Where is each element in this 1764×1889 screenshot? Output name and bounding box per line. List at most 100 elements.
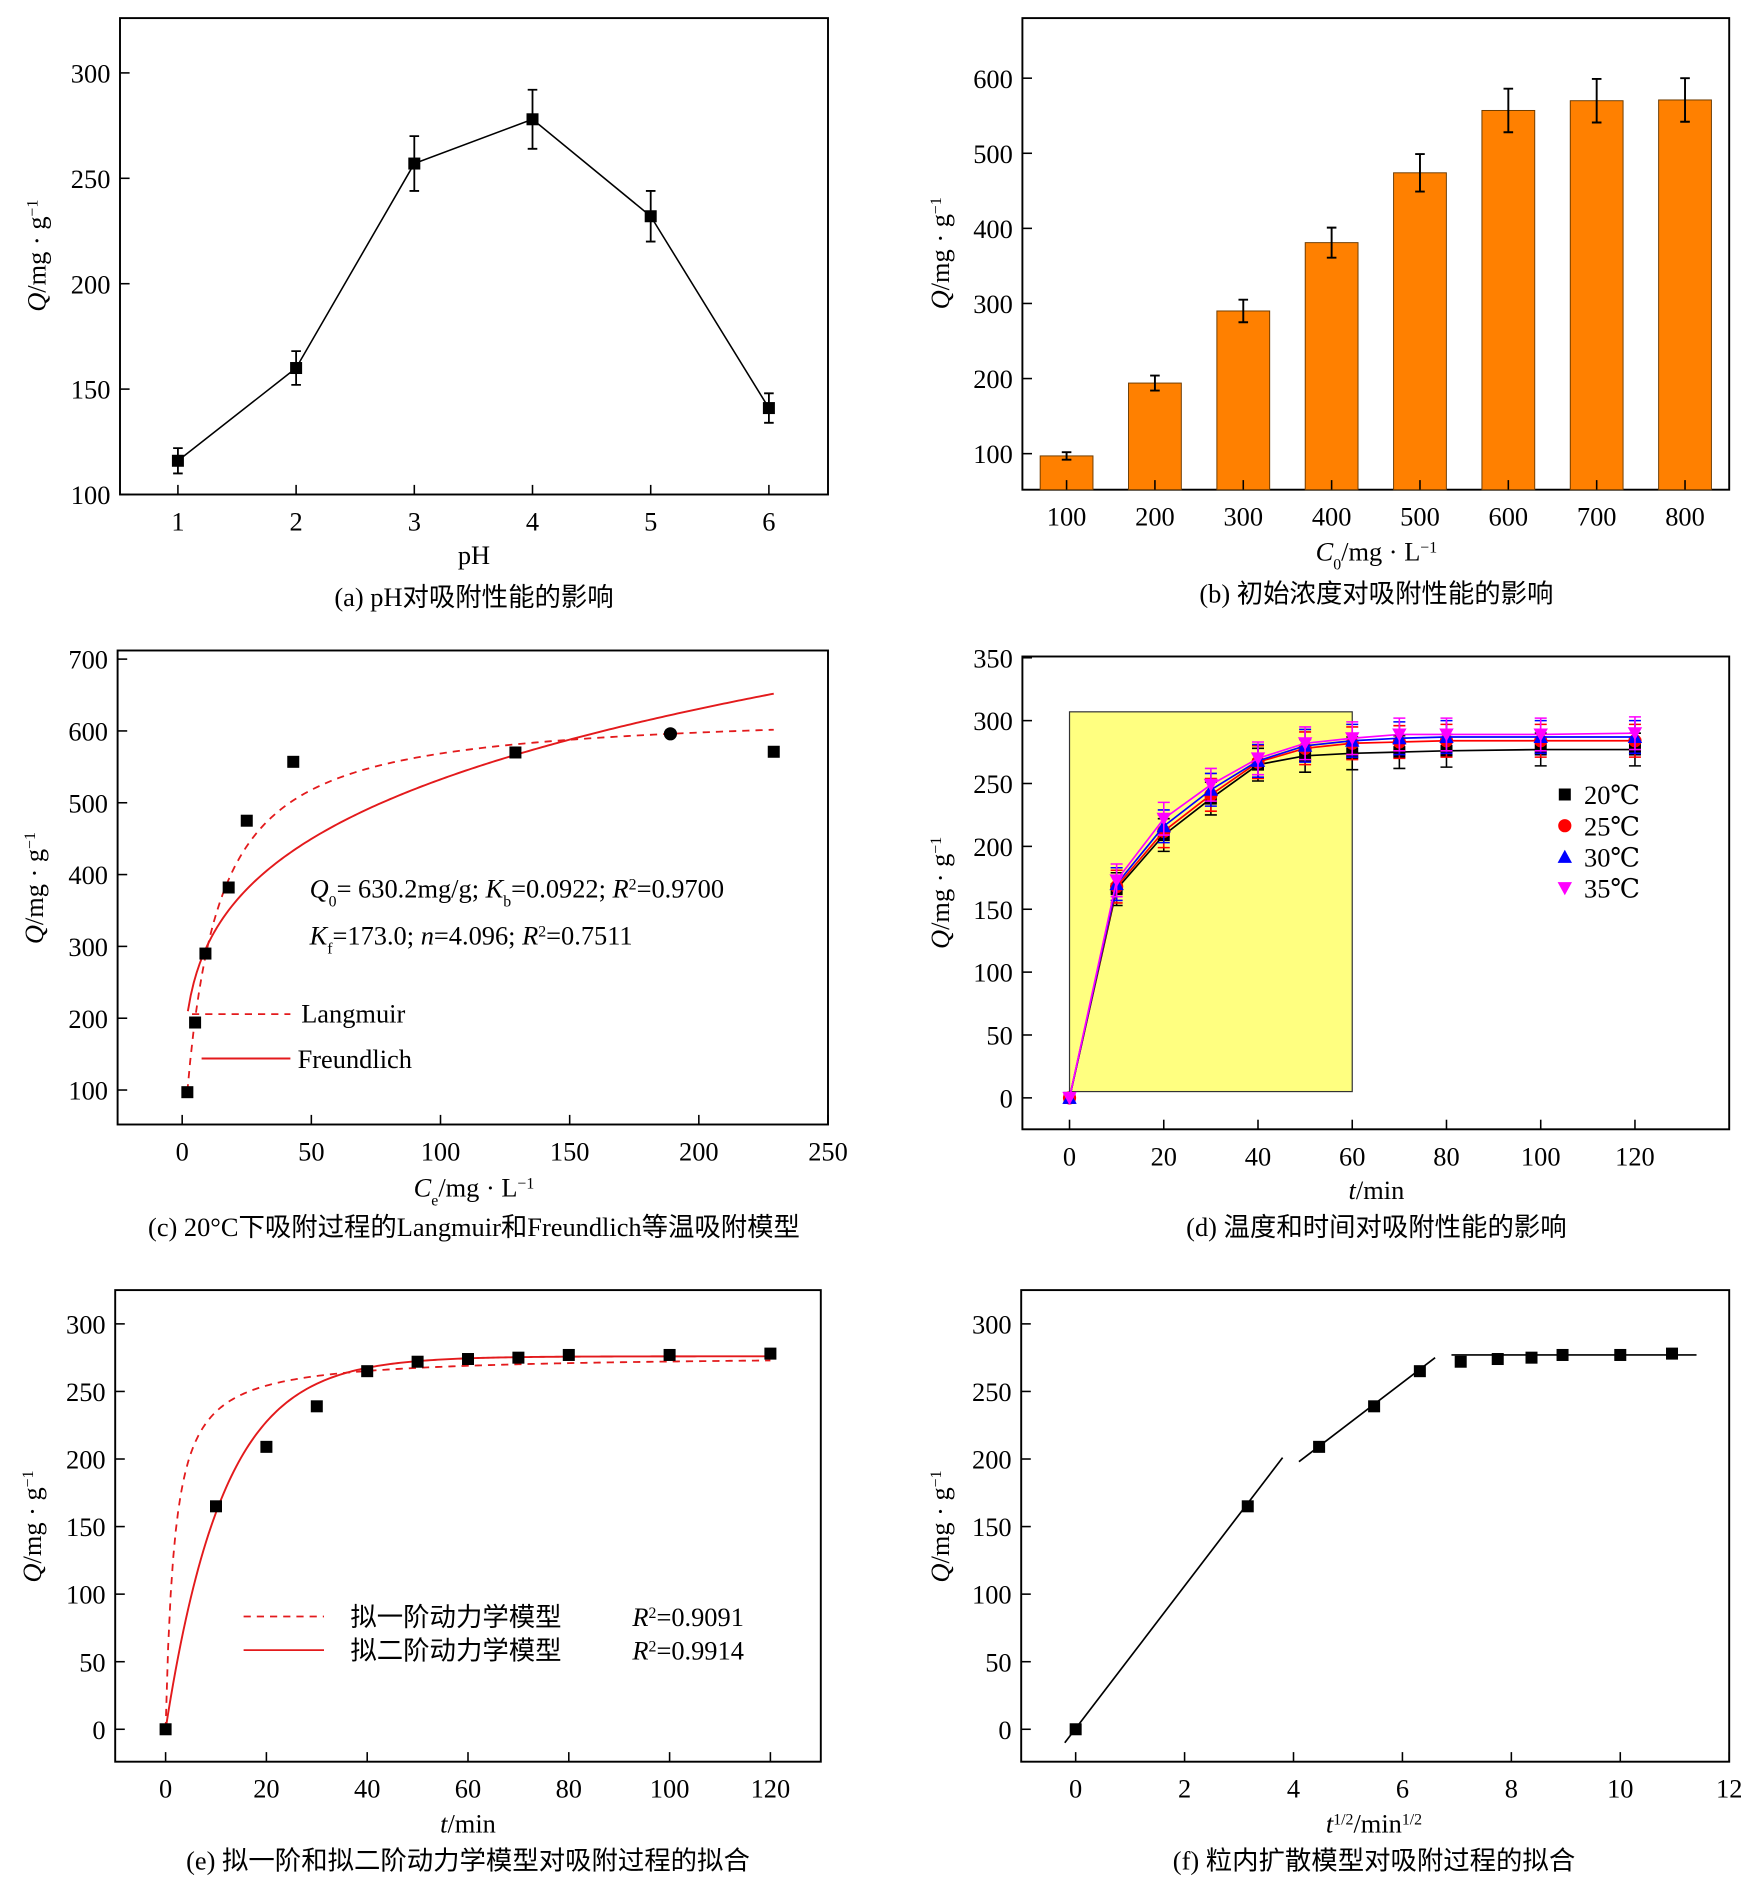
y-tick-label: 100 [71, 480, 111, 510]
x-tick-label: 50 [298, 1137, 324, 1167]
pseudo-second-order-fit-curve [164, 1355, 771, 1730]
data-point [1392, 728, 1407, 742]
legend-label: 25℃ [1584, 811, 1640, 841]
y-tick-label: 100 [68, 1076, 108, 1106]
x-tick-label: 8 [1505, 1774, 1518, 1804]
legend-r2-part: =0.9091 [656, 1602, 743, 1632]
y-tick-label: 200 [973, 832, 1013, 862]
x-axis-label-part: t [440, 1809, 448, 1839]
data-point [1413, 1365, 1426, 1378]
figure-caption: (f) 粒内扩散模型对吸附过程的拟合 [1173, 1846, 1575, 1876]
x-axis-label-part: /mg · L [1341, 537, 1420, 567]
x-tick-label: 6 [762, 507, 775, 537]
data-point [1666, 1347, 1679, 1360]
data-point [310, 1400, 323, 1413]
x-axis-label-part: /min [1353, 1809, 1401, 1839]
y-tick-label: 100 [973, 958, 1013, 988]
error-bar [1591, 77, 1602, 124]
annotation-freundlich-params-part: n [421, 921, 434, 951]
chart-panel-a: 100 150 200 250 300 1 2 3 4 5 6 pH Q/mg · g−1 (a) pH对… [22, 17, 829, 612]
data-point [1533, 728, 1548, 742]
x-tick-label: 4 [526, 507, 539, 537]
data-point [512, 1351, 525, 1364]
x-axis-label-part: 1/2 [1402, 1811, 1422, 1828]
x-tick-label: 150 [550, 1137, 590, 1167]
chart-panel-b: 100 200 300 400 500 600 100 200 300 400 500 600 700 8… [925, 17, 1731, 609]
data-point [361, 1365, 374, 1378]
y-axis-label-part: /mg · g [925, 214, 955, 290]
annotation-freundlich-params-part: 2 [538, 923, 546, 940]
legend-marker [1558, 788, 1571, 801]
y-tick-label: 200 [66, 1445, 106, 1475]
data-point [1069, 1723, 1082, 1736]
y-axis-label: Q/mg · g−1 [925, 197, 955, 309]
y-axis-label-part: Q [22, 293, 52, 312]
legend-r2-part: R [631, 1602, 648, 1632]
bar [1569, 100, 1624, 491]
data-point [526, 113, 539, 126]
y-tick-label: 250 [71, 164, 111, 194]
legend-label: 20℃ [1584, 780, 1640, 810]
x-axis-label-part: C [1316, 537, 1334, 567]
y-tick-label: 250 [66, 1377, 106, 1407]
legend-label: 拟二阶动力学模型 [350, 1636, 561, 1666]
y-tick-label: 300 [71, 59, 111, 89]
y-axis-label-part: /mg · g [19, 849, 49, 925]
legend-marker [1557, 882, 1572, 896]
y-axis-label-part: /mg · g [925, 854, 955, 930]
annotation-langmuir-params: Q0= 630.2mg/g; Kb=0.0922; R2=0.9700 [310, 874, 724, 911]
y-tick-label: 100 [972, 1580, 1012, 1610]
x-tick-label: 500 [1400, 502, 1440, 532]
y-tick-label: 250 [972, 1377, 1012, 1407]
legend-label-freundlich: Freundlich [298, 1044, 412, 1074]
y-tick-label: 150 [71, 375, 111, 405]
y-axis-label-part: −1 [928, 1470, 945, 1487]
data-point [764, 1347, 777, 1360]
x-axis-label-part: −1 [1420, 539, 1437, 556]
annotation-freundlich-params-part: f [327, 940, 333, 957]
annotation-langmuir-params-part: = 630.2mg/g; [337, 874, 486, 904]
legend-marker [1558, 819, 1572, 833]
x-axis-label-part: 0 [1333, 556, 1341, 573]
data-point [290, 362, 303, 375]
x-axis-label-part: /min [447, 1809, 495, 1839]
y-tick-label: 0 [998, 1715, 1011, 1745]
chart-panel-d: 0 50 100 150 200 250 300 350 0 20 40 60 80 100 120 t/mi… [925, 643, 1731, 1242]
series-line [177, 118, 770, 462]
x-tick-label: 100 [1047, 502, 1087, 532]
x-axis-label: C0/mg · L−1 [1316, 537, 1438, 574]
annotation-langmuir-params-part: Q [310, 874, 329, 904]
x-tick-label: 100 [421, 1137, 461, 1167]
y-axis-label: Q/mg · g−1 [925, 1470, 955, 1582]
annotation-freundlich-params-part: R [521, 921, 538, 951]
bar [1658, 99, 1712, 491]
x-tick-label: 80 [1433, 1141, 1459, 1171]
annotation-freundlich-params-part: K [309, 921, 329, 951]
data-point [1491, 1353, 1504, 1366]
x-tick-label: 80 [556, 1774, 582, 1804]
x-axis-label-part: /min [1356, 1175, 1404, 1205]
data-point [189, 1016, 202, 1029]
annotation-langmuir-params-part: 2 [629, 876, 637, 893]
x-tick-label: 200 [1135, 502, 1175, 532]
legend-label: 拟一阶动力学模型 [350, 1602, 561, 1632]
bar [1216, 310, 1271, 491]
y-tick-label: 150 [66, 1512, 106, 1542]
annotation-langmuir-params-part: =0.9700 [637, 874, 724, 904]
figure-caption: (a) pH对吸附性能的影响 [334, 582, 613, 612]
figure-caption: (b) 初始浓度对吸附性能的影响 [1199, 579, 1553, 609]
data-point [509, 746, 522, 759]
x-tick-label: 300 [1223, 502, 1263, 532]
y-tick-label: 500 [973, 139, 1013, 169]
x-axis-label-part: −1 [517, 1175, 534, 1192]
data-point [222, 881, 235, 894]
y-tick-label: 200 [68, 1004, 108, 1034]
data-point [1109, 874, 1124, 888]
y-tick-label: 50 [985, 1647, 1011, 1677]
annotation-freundlich-params: Kf=173.0; n=4.096; R2=0.7511 [309, 921, 633, 958]
data-point [1556, 1348, 1569, 1361]
data-point [1368, 1400, 1381, 1413]
x-tick-label: 0 [1063, 1141, 1076, 1171]
x-tick-label: 40 [354, 1774, 380, 1804]
y-tick-label: 600 [973, 64, 1013, 94]
